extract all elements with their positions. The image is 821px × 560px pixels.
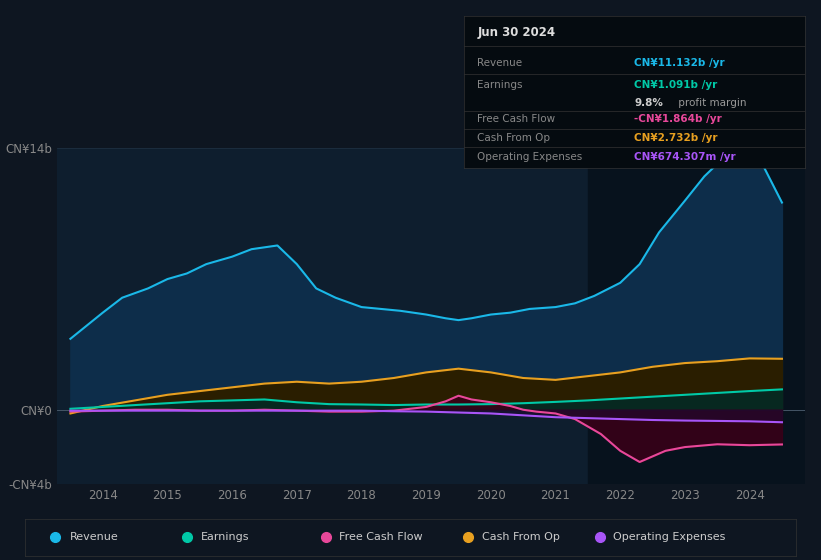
Text: CN¥11.132b /yr: CN¥11.132b /yr xyxy=(635,58,725,68)
Text: Cash From Op: Cash From Op xyxy=(482,533,560,542)
Text: Free Cash Flow: Free Cash Flow xyxy=(340,533,423,542)
Text: Operating Expenses: Operating Expenses xyxy=(613,533,726,542)
Text: 9.8%: 9.8% xyxy=(635,97,663,108)
Text: -CN¥1.864b /yr: -CN¥1.864b /yr xyxy=(635,114,722,124)
Text: Revenue: Revenue xyxy=(478,58,523,68)
Text: CN¥2.732b /yr: CN¥2.732b /yr xyxy=(635,133,718,143)
Text: profit margin: profit margin xyxy=(675,97,746,108)
Text: Earnings: Earnings xyxy=(200,533,249,542)
Text: CN¥1.091b /yr: CN¥1.091b /yr xyxy=(635,80,718,90)
Text: CN¥674.307m /yr: CN¥674.307m /yr xyxy=(635,152,736,162)
Text: Operating Expenses: Operating Expenses xyxy=(478,152,583,162)
Bar xyxy=(588,148,805,484)
Text: Revenue: Revenue xyxy=(70,533,118,542)
Text: Earnings: Earnings xyxy=(478,80,523,90)
Text: Cash From Op: Cash From Op xyxy=(478,133,551,143)
Text: Free Cash Flow: Free Cash Flow xyxy=(478,114,556,124)
Text: Jun 30 2024: Jun 30 2024 xyxy=(478,26,556,39)
